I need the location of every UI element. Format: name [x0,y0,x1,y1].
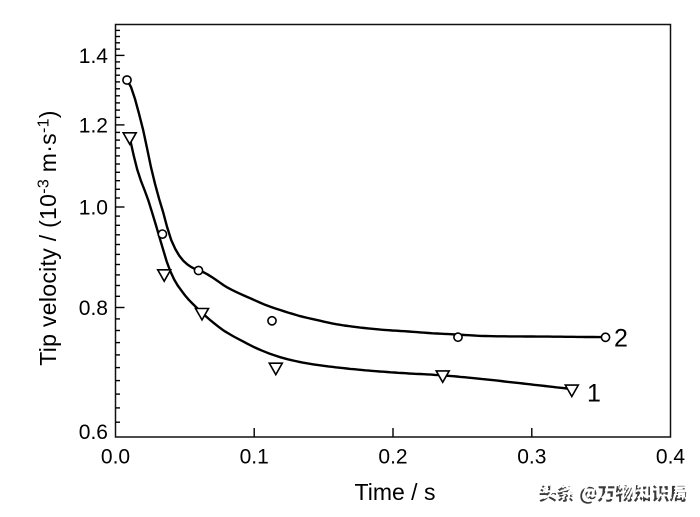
svg-text:0.1: 0.1 [240,446,269,469]
svg-text:0.3: 0.3 [517,446,546,469]
svg-text:2: 2 [614,324,628,352]
svg-text:Tip velocity / (10-3 m·s-1): Tip velocity / (10-3 m·s-1) [35,110,61,366]
svg-text:1: 1 [587,379,601,407]
svg-text:0.4: 0.4 [656,446,686,469]
svg-text:0.2: 0.2 [378,446,407,469]
svg-text:0.6: 0.6 [79,421,108,444]
svg-text:1.4: 1.4 [79,45,109,68]
svg-text:0.0: 0.0 [101,446,130,469]
svg-text:Time / s: Time / s [355,479,436,505]
svg-text:1.0: 1.0 [79,197,108,220]
svg-text:1.2: 1.2 [79,115,108,138]
svg-text:0.8: 0.8 [79,297,108,320]
